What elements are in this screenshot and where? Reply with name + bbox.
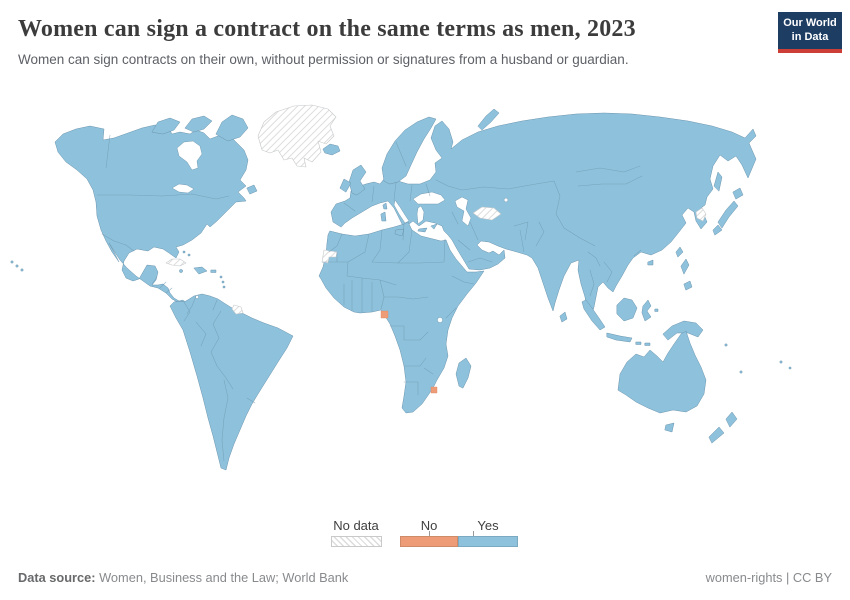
region-north-america[interactable] (54, 124, 249, 305)
region-bahamas[interactable] (182, 250, 186, 254)
region-puerto-rico[interactable] (210, 269, 217, 273)
map-no-regions[interactable] (380, 310, 438, 394)
region-uk[interactable] (348, 164, 367, 196)
region-scandinavia[interactable] (381, 116, 437, 185)
region-novaya-zemlya[interactable] (477, 108, 500, 131)
legend-label-no: No (420, 518, 438, 533)
region-australia[interactable] (617, 330, 707, 414)
hudson-bay (176, 140, 203, 171)
world-map-container (0, 90, 850, 520)
region-pacific-island[interactable] (788, 366, 792, 370)
footer-license[interactable]: women-rights | CC BY (705, 570, 832, 585)
region-hispaniola[interactable] (193, 266, 208, 275)
region-cyprus[interactable] (430, 223, 438, 230)
footer: Data source: Women, Business and the Law… (0, 566, 850, 596)
region-hawaii-3[interactable] (20, 268, 24, 272)
region-new-caledonia[interactable] (739, 370, 743, 374)
great-lakes (171, 183, 195, 194)
map-med-islands[interactable] (380, 202, 438, 237)
owid-logo[interactable]: Our World in Data (778, 12, 842, 53)
region-fiji[interactable] (779, 360, 783, 364)
region-western-sahara[interactable] (321, 249, 338, 264)
region-tasmania[interactable] (664, 422, 675, 433)
region-antilles-3[interactable] (222, 285, 226, 289)
legend-swatch-no-data[interactable] (331, 536, 382, 547)
region-hawaii-2[interactable] (15, 264, 19, 268)
page-subtitle: Women can sign contracts on their own, w… (18, 52, 629, 67)
region-crete[interactable] (417, 227, 428, 233)
region-eurasia[interactable] (330, 112, 757, 319)
region-solomons[interactable] (724, 343, 728, 347)
region-sakhalin[interactable] (713, 171, 723, 192)
owid-logo-line1: Our World (783, 16, 837, 29)
world-map[interactable] (0, 90, 850, 520)
region-hawaii[interactable] (10, 260, 14, 264)
region-taiwan[interactable] (675, 246, 684, 258)
adriatic-sea (393, 199, 410, 224)
legend-swatch-yes[interactable] (458, 536, 518, 547)
legend-tick-2 (473, 531, 474, 536)
region-corsica[interactable] (382, 202, 388, 210)
region-sardinia[interactable] (380, 211, 387, 222)
region-greenland[interactable] (257, 104, 337, 168)
region-madagascar[interactable] (455, 357, 472, 389)
region-sri-lanka[interactable] (559, 311, 568, 323)
region-antilles[interactable] (219, 275, 223, 279)
lake-victoria (437, 317, 443, 323)
page-title: Women can sign a contract on the same te… (18, 16, 636, 42)
region-africa[interactable] (318, 221, 485, 414)
region-eswatini[interactable] (430, 386, 438, 394)
region-equatorial-guinea[interactable] (380, 310, 389, 319)
map-land-yes[interactable] (10, 108, 792, 471)
map-legend: No data No Yes (0, 514, 850, 554)
caspian-sea (454, 196, 472, 227)
legend-swatch-no[interactable] (400, 536, 458, 547)
map-water (171, 140, 509, 323)
region-new-guinea[interactable] (662, 320, 704, 341)
region-sicily[interactable] (394, 228, 405, 237)
region-japan[interactable] (712, 187, 744, 236)
data-source-value: Women, Business and the Law; World Bank (95, 570, 349, 585)
aegean-sea (416, 205, 425, 225)
region-cuba[interactable] (165, 258, 187, 267)
region-newfoundland[interactable] (246, 184, 258, 195)
black-sea (412, 191, 446, 205)
legend-label-yes: Yes (477, 518, 499, 533)
legend-label-no-data: No data (333, 518, 379, 533)
region-ireland[interactable] (339, 178, 352, 193)
region-french-guiana[interactable] (231, 304, 244, 315)
region-north-korea[interactable] (695, 207, 707, 222)
legend-tick (429, 531, 430, 536)
aral-sea (503, 197, 509, 203)
region-arctic-islands[interactable] (151, 114, 249, 142)
data-source-prefix: Data source: (18, 570, 96, 585)
region-antilles-2[interactable] (221, 280, 225, 284)
region-south-america[interactable] (169, 293, 294, 471)
region-philippines[interactable] (680, 258, 693, 291)
region-hainan[interactable] (647, 259, 654, 266)
region-jamaica[interactable] (179, 269, 183, 273)
region-bahamas-2[interactable] (187, 253, 191, 257)
owid-logo-line2: in Data (791, 30, 829, 43)
region-iceland[interactable] (322, 143, 341, 156)
region-indonesia[interactable] (581, 297, 659, 346)
region-turkmenistan[interactable] (472, 206, 502, 221)
data-source-text: Data source: Women, Business and the Law… (18, 570, 348, 585)
map-country-borders (96, 134, 643, 462)
region-new-zealand[interactable] (708, 411, 738, 444)
map-no-data-regions[interactable] (165, 104, 707, 315)
